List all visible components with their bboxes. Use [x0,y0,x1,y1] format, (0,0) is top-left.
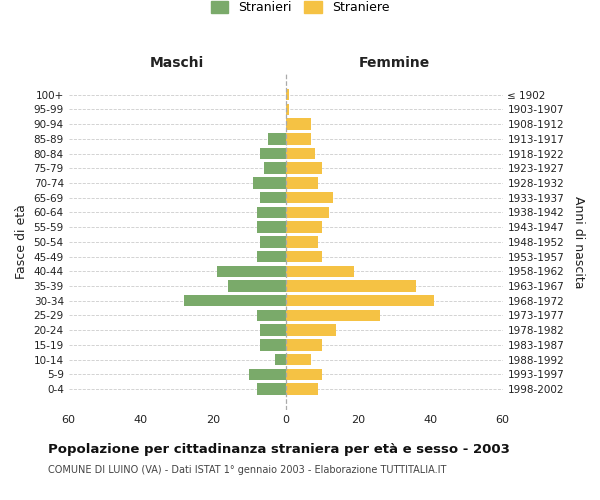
Bar [286,295,434,306]
Bar [217,266,286,277]
Text: Popolazione per cittadinanza straniera per età e sesso - 2003: Popolazione per cittadinanza straniera p… [48,442,510,456]
Bar [286,148,314,159]
Bar [286,339,322,350]
Text: Maschi: Maschi [150,56,204,70]
Bar [257,222,286,233]
Bar [286,206,329,218]
Bar [268,133,286,144]
Bar [184,295,286,306]
Text: COMUNE DI LUINO (VA) - Dati ISTAT 1° gennaio 2003 - Elaborazione TUTTITALIA.IT: COMUNE DI LUINO (VA) - Dati ISTAT 1° gen… [48,465,446,475]
Bar [257,206,286,218]
Y-axis label: Fasce di età: Fasce di età [15,204,28,280]
Bar [275,354,286,366]
Bar [286,222,322,233]
Bar [286,266,355,277]
Bar [253,177,286,188]
Bar [286,384,318,395]
Bar [260,192,286,203]
Bar [286,89,289,101]
Bar [257,310,286,321]
Bar [286,368,322,380]
Legend: Stranieri, Straniere: Stranieri, Straniere [211,1,389,14]
Bar [264,162,286,174]
Bar [257,251,286,262]
Bar [257,384,286,395]
Bar [260,148,286,159]
Bar [250,368,286,380]
Bar [286,118,311,130]
Bar [286,310,380,321]
Bar [286,251,322,262]
Bar [260,324,286,336]
Bar [286,133,311,144]
Bar [286,104,289,115]
Bar [286,324,336,336]
Text: Femmine: Femmine [358,56,430,70]
Bar [286,236,318,248]
Bar [286,280,416,292]
Bar [260,236,286,248]
Bar [286,354,311,366]
Bar [286,192,332,203]
Bar [228,280,286,292]
Bar [286,162,322,174]
Y-axis label: Anni di nascita: Anni di nascita [572,196,585,288]
Bar [286,177,318,188]
Bar [260,339,286,350]
